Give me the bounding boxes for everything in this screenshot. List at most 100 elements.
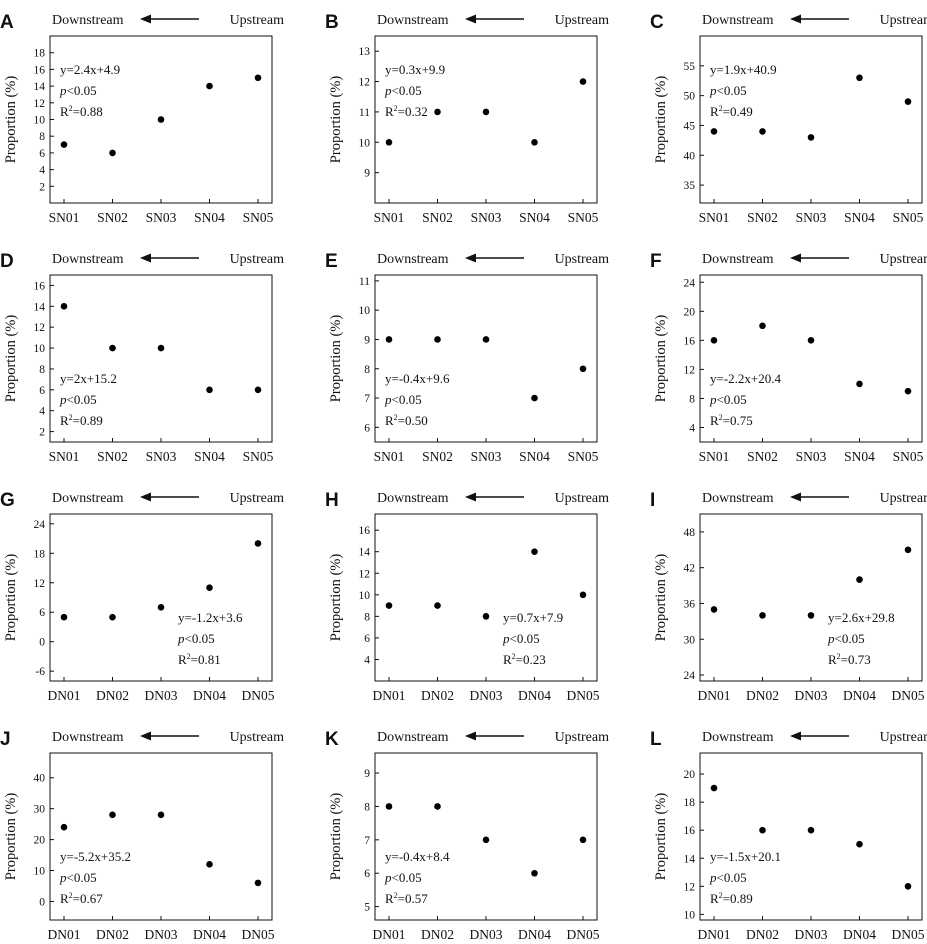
header-upstream: Upstream <box>230 491 285 506</box>
p-threshold: <0.05 <box>717 392 747 407</box>
data-point <box>759 826 766 834</box>
data-point <box>710 606 718 613</box>
y-axis-label: Proportion (%) <box>3 554 19 642</box>
x-tick-label: SN03 <box>146 210 177 225</box>
regression-equation: y=0.3x+9.9 <box>385 62 445 77</box>
x-tick-label: DN04 <box>193 688 226 703</box>
y-axis-label: Proportion (%) <box>328 554 344 642</box>
direction-arrow-head-icon <box>790 14 801 24</box>
y-tick-label: 8 <box>364 611 370 623</box>
p-threshold: <0.05 <box>392 870 422 885</box>
x-tick-label: SN01 <box>49 449 80 464</box>
plot-frame <box>49 513 273 682</box>
r-value: =0.89 <box>73 413 103 428</box>
data-point <box>254 540 262 547</box>
y-tick-label: 6 <box>364 868 370 880</box>
y-tick-label: 16 <box>684 825 696 837</box>
x-tick-label: SN01 <box>374 210 405 225</box>
p-symbol: p <box>59 392 67 407</box>
data-point <box>482 613 490 620</box>
x-tick-label: DN05 <box>567 927 600 942</box>
y-tick-label: 12 <box>34 98 46 110</box>
panel-i: I Downstream Upstream 24 30 36 42 48 Proportion … <box>650 490 927 703</box>
y-tick-label: 16 <box>359 525 371 537</box>
y-axis-label: Proportion (%) <box>3 315 19 403</box>
p-threshold: <0.05 <box>392 392 422 407</box>
panel-letter: K <box>325 729 339 750</box>
r-symbol: R <box>503 652 512 667</box>
y-tick-label: 8 <box>39 131 45 143</box>
p-threshold: <0.05 <box>67 83 97 98</box>
y-tick-label: 55 <box>684 61 696 73</box>
p-threshold: <0.05 <box>717 870 747 885</box>
r-superscript: 2 <box>719 104 723 113</box>
x-tick-label: SN05 <box>243 210 274 225</box>
y-tick-label: 8 <box>364 364 370 376</box>
r-value: =0.88 <box>73 104 103 119</box>
y-tick-label: 11 <box>359 276 370 288</box>
r-squared: R2=0.89 <box>60 413 103 428</box>
data-point <box>759 612 766 619</box>
panel-letter: D <box>0 251 14 272</box>
y-tick-label: 5 <box>364 902 370 914</box>
x-tick-label: SN03 <box>146 449 177 464</box>
panel-letter: F <box>650 251 662 272</box>
p-threshold: <0.05 <box>717 83 747 98</box>
y-tick-label: 14 <box>359 547 371 559</box>
y-tick-label: 48 <box>684 527 696 539</box>
y-tick-label: 10 <box>359 305 371 317</box>
header-upstream: Upstream <box>230 252 285 267</box>
x-tick-label: SN02 <box>422 449 453 464</box>
r-squared: R2=0.49 <box>710 104 753 119</box>
y-axis-label: Proportion (%) <box>653 793 669 881</box>
panel-j: J Downstream Upstream 0 10 20 30 40 Proportion (… <box>0 729 284 942</box>
x-tick-label: SN05 <box>568 449 599 464</box>
x-tick-label: DN01 <box>373 927 406 942</box>
y-tick-label: 36 <box>684 598 696 610</box>
p-symbol: p <box>709 83 717 98</box>
data-point <box>254 879 262 887</box>
x-tick-label: SN05 <box>893 210 924 225</box>
data-point <box>206 82 213 90</box>
regression-equation: y=0.7x+7.9 <box>503 610 563 625</box>
data-point <box>254 74 262 82</box>
y-tick-label: 20 <box>684 769 696 781</box>
data-point <box>482 836 490 844</box>
panel-letter: H <box>325 490 339 511</box>
data-point <box>157 116 165 123</box>
panel-letter: C <box>650 12 664 33</box>
data-point <box>385 336 393 343</box>
panel-k: K Downstream Upstream 5 6 7 8 9 Proportion (%) DN… <box>325 729 609 942</box>
x-tick-label: DN02 <box>421 688 454 703</box>
y-tick-label: 4 <box>689 422 695 434</box>
data-point <box>807 826 815 834</box>
p-value: p<0.05 <box>384 392 422 407</box>
panel-letter: E <box>325 251 338 272</box>
x-tick-label: DN05 <box>892 927 925 942</box>
y-axis-label: Proportion (%) <box>328 315 344 403</box>
panel-b: B Downstream Upstream 9 10 11 12 13 Proportion (… <box>325 12 609 225</box>
y-tick-label: 4 <box>364 654 370 666</box>
y-tick-label: 20 <box>34 835 46 847</box>
x-tick-label: DN04 <box>518 927 551 942</box>
y-tick-label: 9 <box>364 334 370 346</box>
p-value: p<0.05 <box>709 392 747 407</box>
direction-arrow-head-icon <box>790 731 801 741</box>
header-downstream: Downstream <box>377 13 449 28</box>
x-tick-label: DN03 <box>470 927 503 942</box>
p-symbol: p <box>384 870 392 885</box>
regression-equation: y=-2.2x+20.4 <box>710 371 781 386</box>
p-threshold: <0.05 <box>67 392 97 407</box>
p-value: p<0.05 <box>827 631 865 646</box>
p-symbol: p <box>177 631 185 646</box>
r-squared: R2=0.75 <box>710 413 753 428</box>
data-point <box>157 344 165 352</box>
y-tick-label: 24 <box>684 670 696 682</box>
data-point <box>434 803 441 810</box>
x-tick-label: SN01 <box>699 210 730 225</box>
data-point <box>856 74 863 82</box>
y-axis-label: Proportion (%) <box>3 76 19 164</box>
y-tick-label: 45 <box>684 120 696 132</box>
regression-equation: y=2.6x+29.8 <box>828 610 895 625</box>
y-tick-label: 12 <box>359 77 371 89</box>
